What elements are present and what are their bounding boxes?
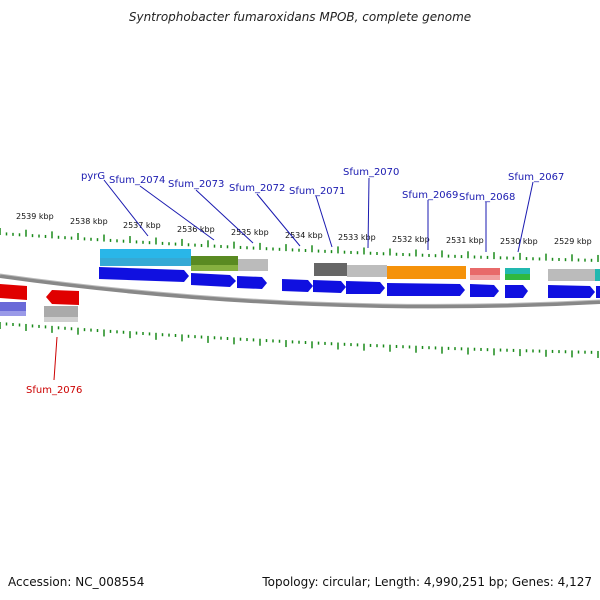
reverse-gene-arrow [0, 284, 27, 300]
gene-label[interactable]: Sfum_2069 [402, 190, 458, 201]
genome-backbone-highlight [0, 273, 600, 305]
feature-darkgrey [314, 263, 347, 276]
kbp-label: 2537 kbp [123, 221, 161, 230]
reverse-label-leader [53, 336, 58, 381]
forward-gene-arrow [99, 267, 189, 282]
kbp-label: 2535 kbp [231, 228, 269, 237]
kbp-label: 2530 kbp [500, 237, 538, 246]
forward-gene-arrow [237, 276, 267, 289]
gene-label[interactable]: Sfum_2070 [343, 167, 399, 178]
genome-backbone [0, 274, 600, 309]
gene-label[interactable]: pyrG [81, 171, 105, 182]
gene-labels: pyrG Sfum_2074 Sfum_2073 Sfum_2072 Sfum_… [81, 167, 564, 203]
map-title: Syntrophobacter fumaroxidans MPOB, compl… [128, 10, 472, 24]
forward-gene-arrow [346, 281, 385, 294]
forward-strand [99, 267, 600, 298]
forward-gene-arrow [387, 283, 465, 296]
kbp-label: 2538 kbp [70, 217, 108, 226]
feature-grey [548, 269, 595, 281]
forward-gene-arrow [548, 285, 595, 298]
feature-green [505, 274, 530, 280]
kbp-label: 2531 kbp [446, 236, 484, 245]
feature-salmon-lower [470, 275, 500, 280]
kbp-label: 2536 kbp [177, 225, 215, 234]
gene-label[interactable]: Sfum_2071 [289, 186, 345, 197]
feature-violet-lower [0, 311, 26, 316]
kbp-label: 2539 kbp [16, 212, 54, 221]
feature-grey [347, 265, 387, 277]
feature-grey [238, 259, 268, 271]
forward-gene-arrow [505, 285, 528, 298]
forward-gene-arrow [191, 273, 236, 287]
feature-olive-lower [191, 265, 238, 271]
gene-label-sfum-2076[interactable]: Sfum_2076 [26, 385, 82, 396]
feature-orange [387, 266, 466, 279]
feature-band [100, 249, 600, 281]
kbp-label: 2533 kbp [338, 233, 376, 242]
forward-gene-arrow [313, 280, 346, 293]
feature-teal [595, 269, 600, 281]
kbp-label: 2534 kbp [285, 231, 323, 240]
accession-text: Accession: NC_008554 [8, 575, 145, 589]
gene-label[interactable]: Sfum_2074 [109, 175, 165, 186]
inner-tick-ring [0, 322, 599, 358]
feature-violet [0, 302, 26, 311]
gene-label[interactable]: Sfum_2068 [459, 192, 515, 203]
forward-gene-arrow [282, 279, 313, 292]
kbp-scale: 2539 kbp 2538 kbp 2537 kbp 2536 kbp 2535… [16, 212, 592, 246]
gene-label[interactable]: Sfum_2067 [508, 172, 564, 183]
feature-cyan-lower [100, 258, 191, 266]
feature-salmon [470, 268, 500, 275]
feature-cyan [100, 249, 191, 258]
feature-grey [44, 306, 78, 317]
feature-grey-lower [44, 317, 78, 322]
kbp-label: 2532 kbp [392, 235, 430, 244]
outer-tick-ring [0, 228, 599, 262]
reverse-strand [0, 284, 79, 322]
gene-label[interactable]: Sfum_2072 [229, 183, 285, 194]
forward-gene-arrow [596, 286, 600, 298]
reverse-gene-arrow [46, 290, 79, 305]
feature-olive [191, 256, 238, 265]
gene-label[interactable]: Sfum_2073 [168, 179, 224, 190]
gene-label-leaders [103, 177, 534, 253]
genome-summary-text: Topology: circular; Length: 4,990,251 bp… [262, 575, 592, 589]
forward-gene-arrow [470, 284, 499, 297]
feature-teal [505, 268, 530, 274]
kbp-label: 2529 kbp [554, 237, 592, 246]
